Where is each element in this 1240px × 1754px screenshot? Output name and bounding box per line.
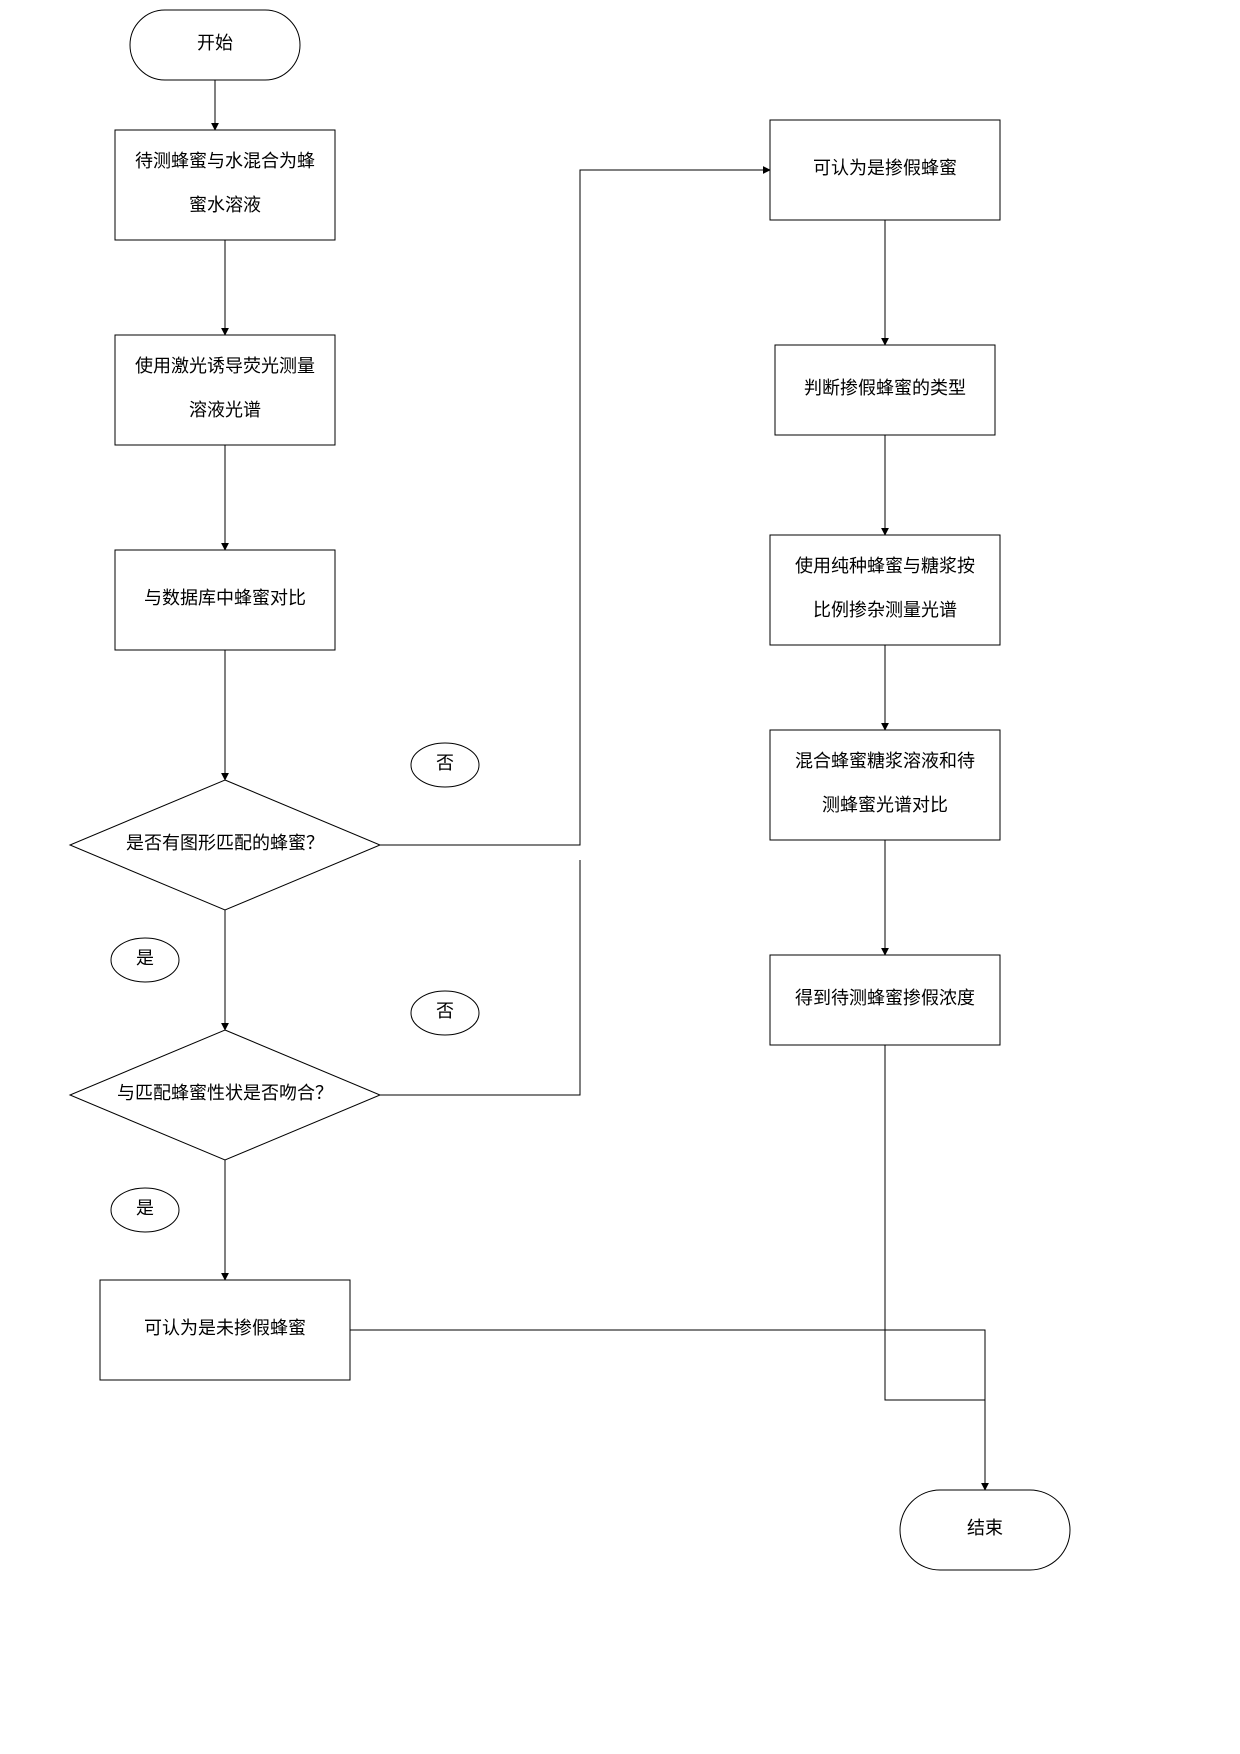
node-dec2: 与匹配蜂蜜性状是否吻合？ <box>70 1030 380 1160</box>
nodes.end-label1: 结束 <box>967 1518 1003 1538</box>
nodes.compare2-label1: 混合蜂蜜糖浆溶液和待 <box>795 751 975 771</box>
node-mix: 待测蜂蜜与水混合为蜂蜜水溶液 <box>115 130 335 240</box>
node-mixsyrup: 使用纯种蜂蜜与糖浆按比例掺杂测量光谱 <box>770 535 1000 645</box>
nodes.judge-label1: 判断掺假蜂蜜的类型 <box>804 378 966 398</box>
nodes.measure-label1: 使用激光诱导荧光测量 <box>135 356 315 376</box>
node-judge: 判断掺假蜂蜜的类型 <box>775 345 995 435</box>
nodes.dec1-label1: 是否有图形匹配的蜂蜜？ <box>126 833 324 853</box>
node-notfake: 可认为是未掺假蜂蜜 <box>100 1280 350 1380</box>
nodes.result-label1: 得到待测蜂蜜掺假浓度 <box>795 988 975 1008</box>
edge-label-no1-text: 否 <box>436 753 454 773</box>
nodes.compare2-label2: 测蜂蜜光谱对比 <box>822 795 948 815</box>
nodes.fake-label1: 可认为是掺假蜂蜜 <box>813 158 957 178</box>
node-measure: 使用激光诱导荧光测量溶液光谱 <box>115 335 335 445</box>
node-dec1: 是否有图形匹配的蜂蜜？ <box>70 780 380 910</box>
edge-label-yes2: 是 <box>111 1188 179 1232</box>
nodes.mixsyrup-label1: 使用纯种蜂蜜与糖浆按 <box>795 556 975 576</box>
node-result: 得到待测蜂蜜掺假浓度 <box>770 955 1000 1045</box>
edge-12 <box>885 1045 985 1490</box>
nodes.compare-label1: 与数据库中蜂蜜对比 <box>144 588 306 608</box>
node-compare2: 混合蜂蜜糖浆溶液和待测蜂蜜光谱对比 <box>770 730 1000 840</box>
nodes.mix-label1: 待测蜂蜜与水混合为蜂 <box>135 151 315 171</box>
edge-label-yes2-text: 是 <box>136 1198 154 1218</box>
edge-7 <box>380 860 580 1095</box>
nodes.measure-label2: 溶液光谱 <box>189 400 261 420</box>
edge-label-yes1-text: 是 <box>136 948 154 968</box>
edge-label-no2-text: 否 <box>436 1001 454 1021</box>
nodes.dec2-label1: 与匹配蜂蜜性状是否吻合？ <box>117 1083 333 1103</box>
edge-13 <box>350 1330 985 1400</box>
node-fake: 可认为是掺假蜂蜜 <box>770 120 1000 220</box>
nodes: 开始待测蜂蜜与水混合为蜂蜜水溶液使用激光诱导荧光测量溶液光谱与数据库中蜂蜜对比是… <box>70 10 1070 1570</box>
nodes.start-label1: 开始 <box>197 33 233 53</box>
edge-label-yes1: 是 <box>111 938 179 982</box>
nodes.mixsyrup-label2: 比例掺杂测量光谱 <box>813 600 957 620</box>
node-start: 开始 <box>130 10 300 80</box>
node-end: 结束 <box>900 1490 1070 1570</box>
nodes.notfake-label1: 可认为是未掺假蜂蜜 <box>144 1318 306 1338</box>
edge-label-no1: 否 <box>411 743 479 787</box>
nodes.mix-label2: 蜜水溶液 <box>189 195 261 215</box>
node-compare: 与数据库中蜂蜜对比 <box>115 550 335 650</box>
edge-label-no2: 否 <box>411 991 479 1035</box>
